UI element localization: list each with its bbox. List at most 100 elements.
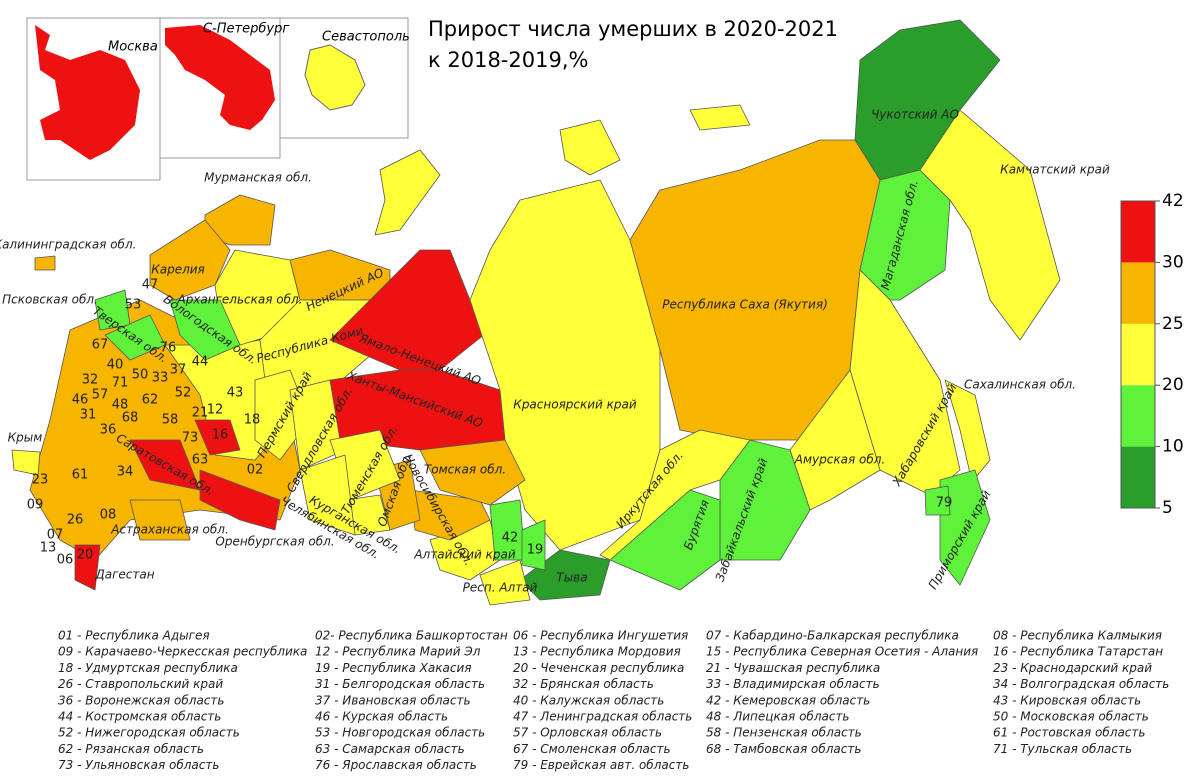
scale-tick-label: 10 (1162, 437, 1184, 457)
inset-label: Москва (108, 40, 158, 55)
legend-entry: 26 - Ставропольский край (58, 677, 223, 691)
region-shape (129, 499, 191, 541)
scale-swatch (1121, 385, 1155, 447)
region-code: 12 (207, 403, 224, 418)
region-label: Карелия (151, 263, 205, 277)
legend-entry: 63 - Самарская область (315, 742, 465, 756)
legend-entry: 79 - Еврейская авт. область (513, 758, 689, 772)
region-label: Дагестан (94, 568, 154, 582)
legend-entry: 44 - Костромская область (58, 710, 221, 724)
region-code: 20 (77, 548, 94, 563)
legend-entry: 20 - Чеченская республика (513, 661, 684, 675)
islands (689, 104, 751, 131)
region-code: 61 (72, 468, 89, 483)
scale-swatch (1121, 323, 1155, 386)
scale-tick-label: 30 (1162, 252, 1184, 272)
scale-tick-label: 20 (1162, 375, 1184, 395)
region-shape (859, 169, 951, 301)
islands (559, 119, 621, 176)
region-code: 68 (122, 411, 139, 426)
region-shape (299, 454, 356, 536)
region-label: Оренбургская обл. (215, 535, 334, 549)
color-scale: 5 10 20 25 30 42 (1120, 191, 1184, 518)
region-shape (924, 485, 951, 516)
region-code: 31 (80, 408, 97, 423)
legend-entry: 09 - Карачаево-Черкесская республика (58, 645, 307, 659)
legend-entry: 13 - Республика Мордовия (513, 645, 681, 659)
legend-entry: 47 - Ленинградская область (513, 710, 692, 724)
legend-entry: 62 - Рязанская область (58, 742, 204, 756)
legend-entry: 31 - Белгородская область (315, 677, 485, 691)
legend-entry: 43 - Кировская область (993, 693, 1141, 707)
scale-tick-label: 42 (1162, 191, 1184, 211)
region-code: 21 (192, 406, 209, 421)
scale-tick-label: 5 (1162, 498, 1173, 518)
region-code: 52 (175, 386, 192, 401)
region-code: 23 (32, 473, 49, 488)
region-shape (521, 519, 546, 571)
region-label: Камчатский край (1000, 163, 1110, 177)
region-shape (419, 439, 526, 506)
legend-entry: 52 - Нижегородская область (58, 726, 240, 740)
region-shape (479, 559, 531, 606)
region-label: Амурская обл. (794, 453, 885, 467)
legend-entry: 73 - Ульяновская область (58, 758, 219, 772)
sevastopol-shape (304, 44, 366, 111)
legend-entry: 40 - Калужская область (513, 693, 664, 707)
region-shape (944, 379, 991, 483)
region-shape (129, 439, 201, 491)
region-label: Калининградская обл. (0, 238, 136, 252)
region-code: 43 (227, 386, 244, 401)
title-line: к 2018-2019,% (428, 48, 588, 72)
region-code: 32 (82, 373, 99, 388)
region-code: 18 (244, 413, 261, 428)
insets: Москва С-Петербург Севастополь (26, 17, 410, 181)
legend-entry: 61 - Ростовская область (993, 726, 1145, 740)
region-code: 79 (936, 496, 953, 511)
region-shape (11, 449, 41, 476)
islands (374, 149, 441, 236)
legend-entry: 42 - Кемеровская область (706, 693, 870, 707)
scale-swatch (1121, 262, 1155, 324)
region-shape (199, 469, 281, 531)
region-label: Томская обл. (424, 463, 506, 477)
region-code: 33 (152, 371, 169, 386)
title-line: Прирост числа умерших в 2020-2021 (428, 17, 838, 41)
legend-entry: 06 - Республика Ингушетия (513, 629, 688, 643)
region-code: 73 (182, 431, 199, 446)
legend-entry: 53 - Новгородская область (315, 726, 485, 740)
legend-entry: 16 - Республика Татарстан (993, 645, 1163, 659)
legend-entry: 08 - Республика Калмыкия (993, 629, 1162, 643)
legend-entry: 18 - Удмуртская республика (58, 661, 238, 675)
legend-entry: 71 - Тульская область (993, 742, 1132, 756)
legend-entry: 57 - Орловская область (513, 726, 662, 740)
region-code: 67 (92, 338, 109, 353)
region-shape (519, 549, 611, 601)
region-code: 34 (117, 465, 134, 480)
region-code: 36 (100, 423, 117, 438)
legend-entry: 07 - Кабардино-Балкарская республика (706, 629, 959, 643)
legend-entry: 33 - Владимирская область (706, 677, 880, 691)
region-code: 19 (527, 543, 544, 558)
legend-entry: 67 - Смоленская область (513, 742, 671, 756)
region-code: 47 (142, 278, 159, 293)
scale-tick-label: 25 (1162, 314, 1184, 334)
region-shape (74, 544, 101, 591)
region-code: 46 (72, 393, 89, 408)
region-code: 58 (162, 413, 179, 428)
spb-shape (165, 25, 275, 130)
region-code: 26 (67, 513, 84, 528)
region-code: 57 (92, 388, 109, 403)
legend-entry: 37 - Ивановская область (315, 693, 471, 707)
region-code: 71 (112, 376, 129, 391)
inset-label: Севастополь (322, 30, 410, 45)
region-label: Сахалинская обл. (964, 378, 1076, 392)
moscow-shape (35, 25, 140, 160)
region-code: 37 (170, 363, 187, 378)
region-shape (194, 419, 241, 456)
region-label: Алтайский край (413, 548, 515, 562)
scale-swatch (1121, 201, 1155, 263)
region-label: Красноярский край (513, 398, 637, 412)
region-label: Республика Саха (Якутия) (662, 298, 828, 312)
legend-entry: 36 - Воронежская область (58, 693, 224, 707)
